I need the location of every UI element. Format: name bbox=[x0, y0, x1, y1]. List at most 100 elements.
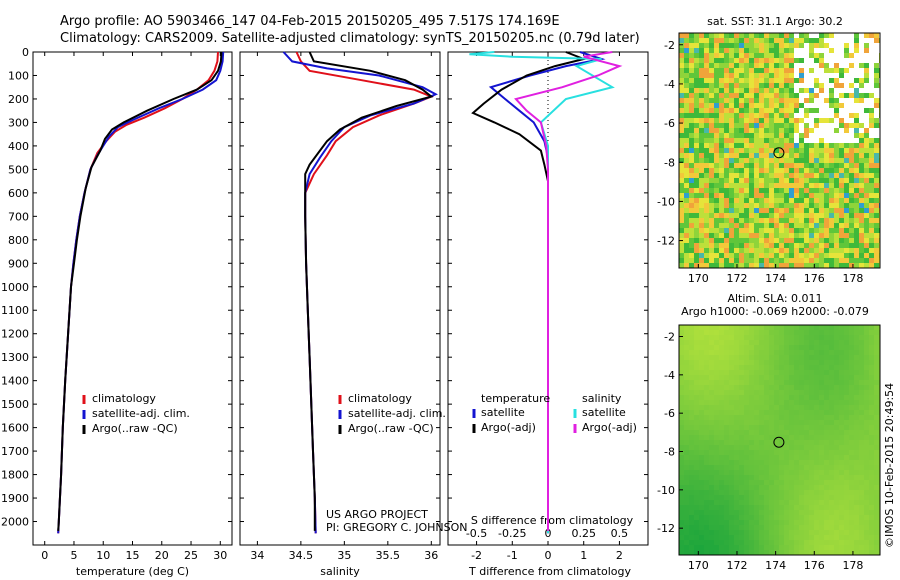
sst-cell bbox=[714, 133, 719, 138]
sla-cell bbox=[829, 450, 834, 455]
sla-cell bbox=[759, 480, 764, 485]
sla-cell bbox=[829, 505, 834, 510]
sst-cell bbox=[739, 108, 744, 113]
sla-cell bbox=[814, 455, 819, 460]
sla-cell bbox=[749, 325, 754, 330]
sla-cell bbox=[724, 390, 729, 395]
sla-cell bbox=[849, 420, 854, 425]
sst-cell bbox=[714, 138, 719, 143]
sst-cell bbox=[789, 183, 794, 188]
sst-cell bbox=[694, 253, 699, 258]
sst-cell bbox=[789, 133, 794, 138]
sla-cell bbox=[834, 520, 839, 525]
sst-cell bbox=[714, 248, 719, 253]
sla-cell bbox=[849, 325, 854, 330]
sla-cell bbox=[754, 385, 759, 390]
sla-cell bbox=[854, 445, 859, 450]
sla-cell bbox=[734, 365, 739, 370]
sst-cell bbox=[769, 118, 774, 123]
sst-cell bbox=[739, 258, 744, 263]
sla-cell bbox=[699, 435, 704, 440]
depth-tick-label: 700 bbox=[8, 210, 29, 223]
sla-cell bbox=[729, 325, 734, 330]
sst-cell bbox=[754, 258, 759, 263]
sst-cell bbox=[784, 213, 789, 218]
sla-cell bbox=[874, 465, 879, 470]
sst-cell bbox=[769, 163, 774, 168]
sla-cell bbox=[679, 500, 684, 505]
sla-cell bbox=[864, 550, 869, 555]
sst-cell bbox=[704, 68, 709, 73]
sst-cell bbox=[759, 103, 764, 108]
sst-cell bbox=[769, 63, 774, 68]
sla-cell bbox=[869, 325, 874, 330]
sla-cell bbox=[759, 390, 764, 395]
sla-cell bbox=[744, 410, 749, 415]
sla-cell bbox=[874, 400, 879, 405]
sla-cell bbox=[739, 540, 744, 545]
sst-cell bbox=[699, 163, 704, 168]
sst-cell bbox=[799, 33, 804, 38]
sst-cell bbox=[724, 103, 729, 108]
sst-cell bbox=[749, 118, 754, 123]
sla-cell bbox=[819, 460, 824, 465]
sla-cell bbox=[844, 440, 849, 445]
sst-cell bbox=[684, 248, 689, 253]
sla-cell bbox=[729, 425, 734, 430]
sst-cell bbox=[789, 153, 794, 158]
sst-cell bbox=[874, 218, 879, 223]
sst-cell bbox=[729, 113, 734, 118]
sla-cell bbox=[774, 370, 779, 375]
sla-cell bbox=[739, 515, 744, 520]
sst-cell bbox=[759, 118, 764, 123]
sla-cell bbox=[854, 330, 859, 335]
sst-cell bbox=[719, 68, 724, 73]
sla-cell bbox=[764, 550, 769, 555]
sst-cell bbox=[689, 68, 694, 73]
sla-cell bbox=[874, 380, 879, 385]
sla-cell bbox=[799, 385, 804, 390]
sst-cell bbox=[709, 153, 714, 158]
sst-cell bbox=[849, 223, 854, 228]
sst-cell bbox=[844, 183, 849, 188]
sst-cell bbox=[754, 163, 759, 168]
sla-cell bbox=[789, 390, 794, 395]
sst-cell bbox=[794, 148, 799, 153]
sla-cell bbox=[824, 540, 829, 545]
sla-cell bbox=[829, 420, 834, 425]
sla-cell bbox=[764, 540, 769, 545]
sla-cell bbox=[689, 465, 694, 470]
sla-cell bbox=[849, 525, 854, 530]
sla-cell bbox=[754, 460, 759, 465]
sst-cell bbox=[854, 228, 859, 233]
sst-cell bbox=[684, 253, 689, 258]
sst-cell bbox=[769, 198, 774, 203]
sst-cell bbox=[729, 203, 734, 208]
sla-cell bbox=[764, 460, 769, 465]
sla-cell bbox=[739, 450, 744, 455]
sst-cell bbox=[734, 33, 739, 38]
sst-cell bbox=[709, 158, 714, 163]
sla-cell bbox=[794, 510, 799, 515]
sla-cell bbox=[759, 470, 764, 475]
sla-cell bbox=[694, 430, 699, 435]
sla-cell bbox=[759, 325, 764, 330]
sla-cell bbox=[729, 475, 734, 480]
sla-cell bbox=[729, 505, 734, 510]
sla-cell bbox=[704, 530, 709, 535]
sla-cell bbox=[839, 435, 844, 440]
sst-cell bbox=[794, 123, 799, 128]
sst-cell bbox=[789, 38, 794, 43]
sst-cell bbox=[699, 243, 704, 248]
sla-cell bbox=[789, 420, 794, 425]
sst-cell bbox=[699, 133, 704, 138]
sst-cell bbox=[819, 218, 824, 223]
sla-cell bbox=[759, 345, 764, 350]
sla-cell bbox=[804, 355, 809, 360]
sla-cell bbox=[859, 445, 864, 450]
sla-cell bbox=[874, 415, 879, 420]
sla-cell bbox=[789, 490, 794, 495]
sst-cell bbox=[829, 198, 834, 203]
sst-cell bbox=[844, 218, 849, 223]
